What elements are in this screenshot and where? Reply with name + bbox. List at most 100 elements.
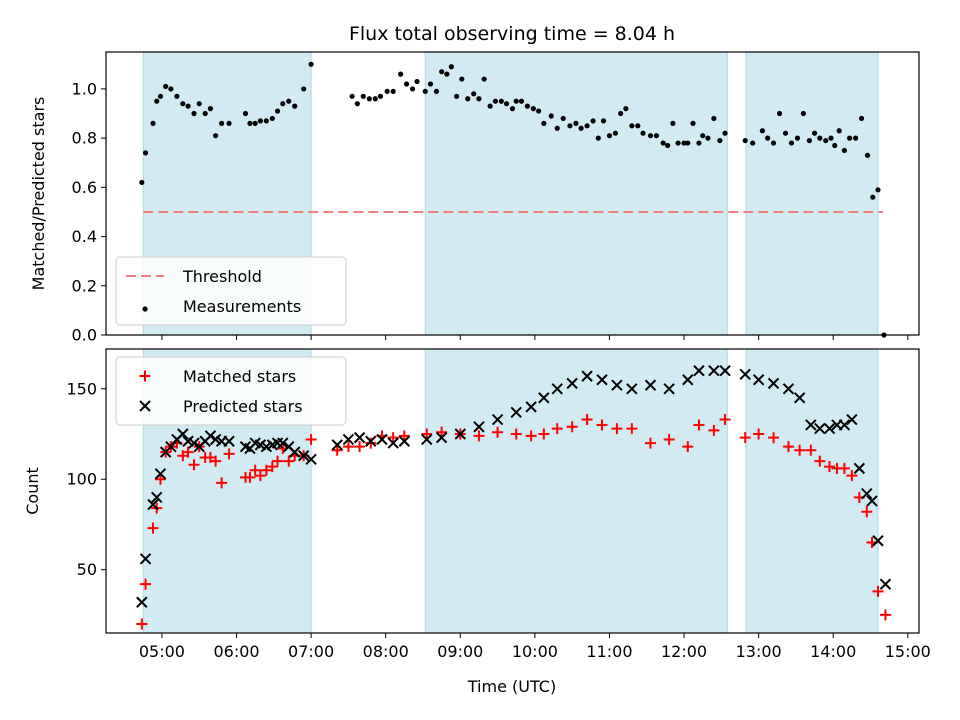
x-tick-label-6: 11:00 — [586, 642, 632, 661]
count-x-point-30 — [342, 433, 355, 446]
count-x-point-39 — [473, 421, 485, 433]
count-x-point-31 — [353, 431, 366, 444]
count-x-point-52 — [682, 374, 694, 386]
count-plus-point-66 — [846, 470, 858, 482]
ratio-dot-point-12 — [202, 110, 208, 117]
count-plus-point-52 — [682, 441, 694, 453]
ratio-panel: 0.0 0.2 0.4 0.6 0.8 1.0 Matched/Predicted sta… — [29, 51, 920, 345]
ratio-dot-point-1 — [142, 150, 149, 156]
count-plus-point-21 — [260, 464, 272, 476]
count-x-point-40 — [491, 413, 504, 426]
ratio-dot-point-65 — [554, 125, 560, 131]
ratio-dot-point-63 — [541, 120, 547, 126]
count-x-point-24 — [277, 437, 289, 449]
ratio-dot-point-84 — [665, 142, 671, 149]
count-plus-point-19 — [249, 464, 261, 476]
ratio-dot-point-111 — [832, 142, 838, 149]
count-x-point-26 — [288, 446, 301, 458]
ratio-dot-point-37 — [398, 71, 404, 77]
ratio-dot-point-110 — [828, 135, 834, 141]
count-plus-point-22 — [266, 461, 278, 473]
count-x-point-62 — [814, 422, 826, 435]
count-x-point-71 — [879, 578, 892, 590]
ratio-dot-point-42 — [427, 81, 434, 87]
ratio-dot-point-36 — [390, 88, 396, 94]
ratio-dot-point-69 — [578, 125, 584, 131]
ratio-dot-point-5 — [163, 83, 169, 90]
count-x-point-70 — [872, 535, 884, 547]
ratio-dot-point-76 — [618, 110, 624, 117]
count-x-point-35 — [398, 435, 411, 447]
count-x-point-0 — [136, 596, 148, 608]
count-x-point-34 — [387, 437, 399, 449]
count-plus-point-61 — [805, 444, 817, 456]
x-axis-label: Time (UTC) — [467, 677, 556, 696]
ratio-dot-point-53 — [487, 103, 493, 109]
ratio-dot-point-56 — [503, 101, 510, 107]
x-tick-label-4: 09:00 — [437, 642, 483, 661]
ratio-dot-point-19 — [252, 120, 258, 126]
count-plus-point-15 — [216, 477, 228, 489]
ratio-dot-point-66 — [560, 115, 566, 122]
ratio-dot-point-74 — [606, 133, 613, 139]
count-x-point-41 — [510, 406, 522, 419]
ratio-dot-point-8 — [180, 101, 186, 107]
ratio-dot-point-89 — [690, 120, 696, 126]
count-plus-point-4 — [154, 473, 166, 485]
count-plus-point-68 — [861, 506, 873, 518]
ratio-dot-point-17 — [242, 110, 249, 117]
ratio-dot-point-38 — [403, 81, 410, 87]
legend-label-plus: Matched stars — [183, 367, 296, 386]
count-plus-point-14 — [210, 455, 222, 467]
ratio-dot-point-43 — [433, 88, 440, 94]
ratio-dot-point-102 — [782, 130, 789, 136]
ratio-dot-point-112 — [836, 128, 842, 134]
ratio-dot-point-99 — [764, 135, 771, 141]
count-x-point-68 — [861, 488, 873, 500]
ratio-dot-point-46 — [448, 64, 454, 70]
count-x-point-65 — [838, 419, 851, 431]
count-plus-point-71 — [879, 609, 891, 621]
ratio-dot-point-40 — [414, 78, 420, 85]
ratio-dot-point-75 — [612, 130, 619, 136]
x-tick-label-2: 07:00 — [288, 642, 334, 661]
ratio-dot-point-109 — [823, 137, 829, 144]
ratio-dot-point-81 — [647, 133, 654, 139]
count-plus-point-48 — [611, 423, 623, 435]
ratio-dot-point-39 — [409, 86, 416, 92]
ratio-legend-box — [115, 256, 347, 326]
ratio-dot-point-78 — [629, 123, 635, 129]
ratio-dot-point-67 — [567, 123, 573, 129]
ratio-dot-point-47 — [453, 93, 460, 99]
x-tick-label-3: 08:00 — [363, 642, 409, 661]
ratio-dot-point-87 — [681, 140, 687, 146]
ratio-dot-point-13 — [207, 106, 214, 112]
ratio-dot-point-33 — [372, 96, 378, 102]
ratio-dot-point-26 — [292, 103, 298, 109]
ratio-dot-point-23 — [274, 108, 281, 114]
ratio-dot-point-58 — [513, 98, 519, 104]
ratio-dot-point-44 — [439, 69, 445, 75]
legend-label-threshold: Threshold — [182, 267, 262, 286]
ratio-dot-point-83 — [660, 140, 666, 146]
ratio-dot-point-118 — [870, 194, 876, 200]
ratio-y-tick-label-5: 1.0 — [72, 79, 97, 98]
ratio-dot-point-107 — [811, 130, 818, 136]
ratio-dot-point-100 — [770, 140, 777, 146]
ratio-dot-point-34 — [377, 93, 384, 99]
x-tick-label-0: 05:00 — [139, 642, 185, 661]
count-plus-point-18 — [244, 471, 256, 483]
count-y-axis-label: Count — [23, 467, 42, 515]
count-plus-point-65 — [838, 462, 850, 474]
count-x-point-54 — [708, 364, 720, 377]
count-plus-point-37 — [436, 426, 448, 438]
count-plus-point-2 — [147, 522, 159, 534]
count-x-point-2 — [147, 498, 159, 511]
ratio-y-tick-label-2: 0.4 — [72, 227, 97, 246]
count-legend: Matched stars Predicted stars — [115, 356, 347, 426]
ratio-shaded-interval-2 — [745, 51, 879, 336]
count-plus-point-30 — [342, 441, 354, 453]
count-x-point-37 — [435, 431, 448, 444]
ratio-dot-point-25 — [286, 98, 292, 104]
